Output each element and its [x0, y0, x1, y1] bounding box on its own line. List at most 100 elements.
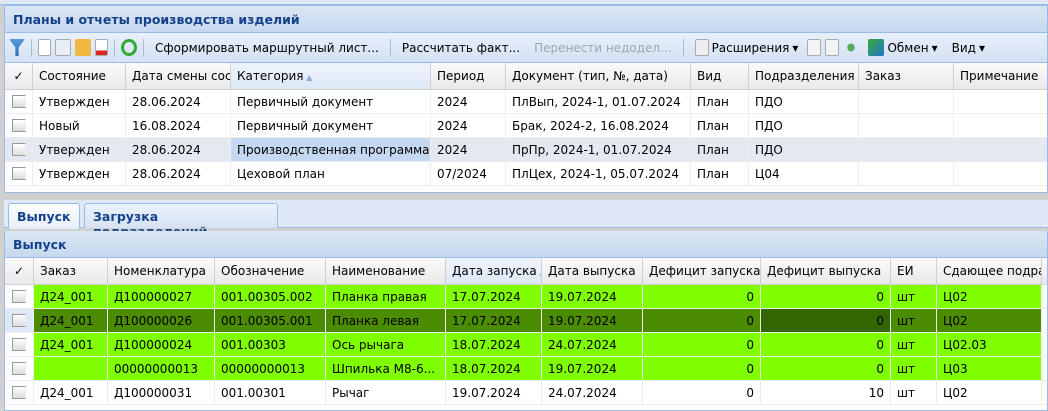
table-cell[interactable]: Производственная программа — [231, 138, 431, 161]
column-header[interactable]: Состояние — [33, 63, 126, 89]
column-header[interactable]: Номенклатура — [108, 258, 215, 284]
table-cell[interactable] — [954, 162, 1048, 185]
table-cell[interactable]: 16.08.2024 — [126, 114, 231, 137]
column-header[interactable]: ✓ — [5, 258, 34, 284]
row-checkbox[interactable] — [12, 386, 26, 399]
table-cell[interactable] — [954, 114, 1048, 137]
table-cell[interactable]: Утвержден — [33, 90, 126, 113]
table-cell[interactable]: 00000000013 — [108, 357, 215, 380]
table-cell[interactable]: 10 — [761, 381, 891, 404]
row-checkbox[interactable] — [12, 338, 26, 351]
transfer-button[interactable]: Перенести недодел... — [534, 40, 672, 55]
table-cell[interactable] — [859, 138, 954, 161]
column-header[interactable]: Период — [431, 63, 506, 89]
row-checkbox[interactable] — [11, 95, 26, 108]
column-header[interactable]: Вид — [691, 63, 749, 89]
table-cell[interactable]: 2024 — [431, 90, 506, 113]
table-row[interactable]: Д24_001 Д100000027 001.00305.002 Планка пра… — [5, 285, 1047, 309]
row-checkbox[interactable] — [11, 143, 26, 156]
row-checkbox[interactable] — [12, 362, 26, 375]
form-route-button[interactable]: Сформировать маршрутный лист... — [155, 40, 379, 55]
table-cell[interactable]: Ц02 — [937, 309, 1042, 332]
column-header[interactable]: Подразделения — [749, 63, 859, 89]
table-cell[interactable] — [859, 114, 954, 137]
table-cell[interactable]: 00000000013 — [215, 357, 326, 380]
table-cell[interactable]: 17.07.2024 — [446, 285, 542, 308]
row-checkbox-cell[interactable] — [5, 285, 34, 308]
column-header[interactable]: Заказ — [34, 258, 108, 284]
table-cell[interactable]: 19.07.2024 — [542, 309, 643, 332]
table-cell[interactable]: Первичный документ — [231, 114, 431, 137]
table-cell[interactable]: 19.07.2024 — [542, 285, 643, 308]
table-row[interactable]: Д24_001 Д100000031 001.00301 Рычаг 19.07.202… — [5, 381, 1047, 405]
column-header[interactable]: Примечание — [954, 63, 1048, 89]
table-cell[interactable]: 07/2024 — [431, 162, 506, 185]
table-cell[interactable]: Д24_001 — [34, 381, 108, 404]
column-header[interactable]: Дефицит запуска — [643, 258, 761, 284]
table-cell[interactable]: Ц04 — [749, 162, 859, 185]
table-cell[interactable]: 001.00303 — [215, 333, 326, 356]
table-cell[interactable]: 28.06.2024 — [126, 90, 231, 113]
row-checkbox-cell[interactable] — [5, 357, 34, 380]
table-cell[interactable]: 0 — [761, 357, 891, 380]
table-cell[interactable]: Д100000024 — [108, 333, 215, 356]
table-cell[interactable]: 18.07.2024 — [446, 333, 542, 356]
delete-document-icon[interactable] — [95, 39, 108, 56]
row-checkbox-cell[interactable] — [5, 333, 34, 356]
column-header[interactable]: Дата смены сост — [126, 63, 231, 89]
table-cell[interactable]: Д100000026 — [108, 309, 215, 332]
table-cell[interactable]: 28.06.2024 — [126, 162, 231, 185]
table-cell[interactable] — [34, 357, 108, 380]
sort-asc-icon[interactable]: ▲ — [537, 268, 541, 277]
column-header[interactable]: Категория ▲ — [231, 63, 431, 89]
table-cell[interactable]: 0 — [643, 309, 761, 332]
table-cell[interactable]: ПДО — [749, 90, 859, 113]
row-checkbox-cell[interactable] — [5, 90, 33, 113]
table-cell[interactable]: Д24_001 — [34, 285, 108, 308]
table-cell[interactable]: шт — [891, 333, 937, 356]
refresh-icon[interactable] — [121, 39, 137, 56]
table-cell[interactable]: ПрПр, 2024-1, 01.07.2024 — [506, 138, 691, 161]
table-cell[interactable]: 2024 — [431, 114, 506, 137]
table-cell[interactable]: Новый — [33, 114, 126, 137]
table-cell[interactable]: шт — [891, 285, 937, 308]
copy-document-icon[interactable] — [55, 39, 71, 56]
table-cell[interactable]: Д100000027 — [108, 285, 215, 308]
table-cell[interactable]: 17.07.2024 — [446, 309, 542, 332]
row-checkbox-cell[interactable] — [5, 114, 33, 137]
row-checkbox-cell[interactable] — [5, 309, 34, 332]
table-cell[interactable]: 0 — [761, 333, 891, 356]
table-cell[interactable]: Д24_001 — [34, 309, 108, 332]
row-checkbox-cell[interactable] — [5, 381, 34, 404]
table-cell[interactable]: ПДО — [749, 114, 859, 137]
export-icon[interactable] — [807, 39, 822, 56]
table-cell[interactable]: Ц02.03 — [937, 333, 1042, 356]
table-cell[interactable]: 19.07.2024 — [446, 381, 542, 404]
column-header[interactable]: Наименование — [326, 258, 446, 284]
table-cell[interactable]: Утвержден — [33, 162, 126, 185]
sort-asc-icon[interactable]: ▲ — [303, 73, 313, 82]
table-cell[interactable]: Цеховой план — [231, 162, 431, 185]
table-cell[interactable]: План — [691, 162, 749, 185]
table-cell[interactable]: 0 — [643, 285, 761, 308]
table-cell[interactable]: ПДО — [749, 138, 859, 161]
row-checkbox[interactable] — [11, 167, 26, 180]
table-cell[interactable] — [954, 138, 1048, 161]
table-cell[interactable]: 24.07.2024 — [542, 333, 643, 356]
table-cell[interactable]: План — [691, 90, 749, 113]
table-cell[interactable]: Д24_001 — [34, 333, 108, 356]
column-header[interactable]: ЕИ — [891, 258, 937, 284]
table-cell[interactable]: 24.07.2024 — [542, 381, 643, 404]
new-document-icon[interactable] — [38, 39, 51, 56]
table-cell[interactable]: 001.00301 — [215, 381, 326, 404]
exchange-button[interactable]: Обмен ▾ — [863, 36, 942, 59]
column-header[interactable]: Заказ — [859, 63, 954, 89]
table-cell[interactable]: Утвержден — [33, 138, 126, 161]
table-cell[interactable]: Ось рычага — [326, 333, 446, 356]
tab-department-load[interactable]: Загрузка подразделений — [84, 203, 278, 239]
column-header[interactable]: ✓ — [5, 63, 33, 89]
table-cell[interactable]: Рычаг — [326, 381, 446, 404]
table-row[interactable]: 00000000013 00000000013 Шпилька М8-6... 18.… — [5, 357, 1047, 381]
table-cell[interactable]: Ц03 — [937, 357, 1042, 380]
table-cell[interactable]: 0 — [643, 357, 761, 380]
